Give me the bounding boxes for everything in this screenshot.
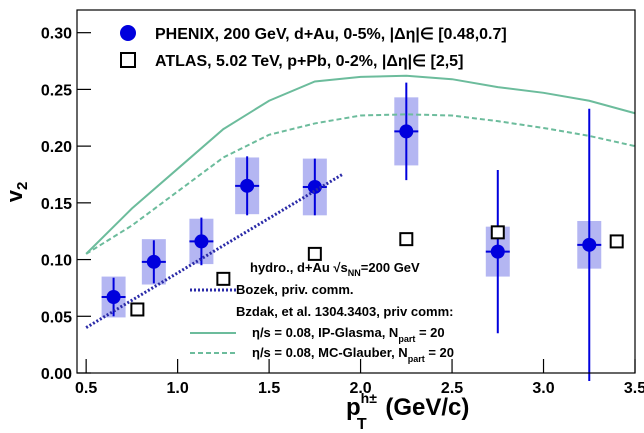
model-legend-header: hydro., d+Au √sNN=200 GeV <box>250 260 420 278</box>
legend-label: Bozek, priv. comm. <box>236 282 354 297</box>
header-tail: =200 GeV <box>361 260 420 275</box>
model-curve <box>85 74 636 255</box>
x-tick-label: 3.0 <box>532 380 554 397</box>
data-point <box>307 246 322 261</box>
y-axis-title-main: v <box>2 189 27 202</box>
data-point <box>240 178 255 193</box>
x-axis-title-sup: h± <box>361 390 378 406</box>
data-point <box>490 225 505 240</box>
x-tick-label: 2.0 <box>349 380 371 397</box>
legend-label-tail: = 20 <box>425 345 454 360</box>
data-point <box>490 244 505 259</box>
y-tick-label: 0.25 <box>41 82 72 99</box>
legend-label-tail: = 20 <box>415 325 444 340</box>
model-legend-note: Bzdak, et al. 1304.3403, priv comm: <box>236 304 454 319</box>
data-point <box>582 237 597 252</box>
header-sub: NN <box>348 268 361 278</box>
legend-label-main: η/s = 0.08, MC-Glauber, N <box>252 345 408 360</box>
legend-label-sub: part <box>398 334 415 344</box>
y-tick-label: 0.20 <box>41 139 72 156</box>
legend-label: PHENIX, 200 GeV, d+Au, 0-5%, |Δη|∈ [0.48… <box>155 26 507 43</box>
y-axis-title-sub: 2 <box>14 182 31 190</box>
frame <box>76 9 636 374</box>
legend-label: η/s = 0.08, MC-Glauber, Npart = 20 <box>252 345 454 364</box>
y-tick-label: 0.00 <box>41 366 72 383</box>
x-tick-label: 3.5 <box>624 380 644 397</box>
legend-label-main: η/s = 0.08, IP-Glasma, N <box>252 325 398 340</box>
x-axis-title-sub: T <box>357 416 367 433</box>
data-point <box>194 234 209 249</box>
x-axis-title-main: p <box>346 394 361 421</box>
data-point <box>399 232 414 247</box>
data-point <box>609 234 624 249</box>
model-curve <box>85 173 344 329</box>
y-tick-label: 0.30 <box>41 26 72 43</box>
data-point <box>106 289 121 304</box>
data-point <box>146 254 161 269</box>
data-point <box>399 124 414 139</box>
legend-marker <box>120 52 136 68</box>
y-axis-title: v2 <box>2 182 31 203</box>
data-point <box>216 271 231 286</box>
x-tick-label: 1.0 <box>166 380 188 397</box>
header-main: hydro., d+Au √s <box>250 260 348 275</box>
legend-label: η/s = 0.08, IP-Glasma, Npart = 20 <box>252 325 445 344</box>
x-tick-label: 1.5 <box>258 380 280 397</box>
x-axis-title-tail: (GeV/c) <box>379 394 470 421</box>
model-curve <box>85 113 636 255</box>
legend-marker <box>120 25 136 41</box>
y-tick-label: 0.15 <box>41 196 72 213</box>
legend-label: ATLAS, 5.02 TeV, p+Pb, 0-2%, |Δη|∈ [2,5] <box>155 53 463 70</box>
plot-area <box>85 74 636 381</box>
data-point <box>130 302 145 317</box>
legend-label-main: Bozek, priv. comm. <box>236 282 354 297</box>
y-tick-label: 0.10 <box>41 253 72 270</box>
legend-label-sub: part <box>408 354 425 364</box>
x-tick-label: 0.5 <box>75 380 97 397</box>
x-tick-label: 2.5 <box>441 380 463 397</box>
y-tick-label: 0.05 <box>41 309 72 326</box>
x-axis-title: ph± T (GeV/c) <box>346 390 469 433</box>
